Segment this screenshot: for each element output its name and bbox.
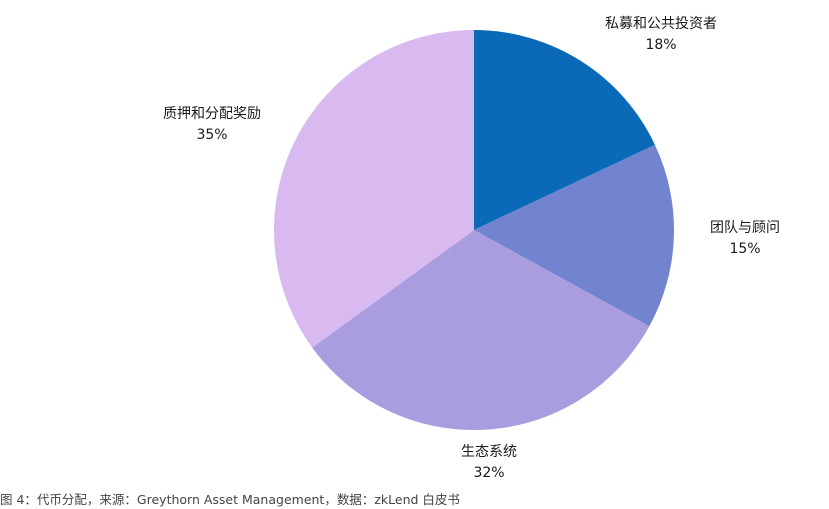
slice-label: 私募和公共投资者 bbox=[605, 16, 717, 32]
figure-caption: 图 4：代币分配，来源：Greythorn Asset Management，数… bbox=[0, 492, 460, 507]
slice-value-label: 32% bbox=[473, 465, 504, 481]
pie-slice bbox=[474, 30, 655, 230]
slice-label: 质押和分配奖励 bbox=[163, 105, 261, 122]
pie-chart: 私募和公共投资者 18% 团队与顾问 15% 生态系统 32% 质押和分配奖励 35% bbox=[163, 16, 780, 481]
pie-slice bbox=[274, 30, 474, 348]
slice-label: 团队与顾问 bbox=[710, 220, 780, 236]
pie-slice bbox=[474, 144, 674, 327]
slice-value-label: 35% bbox=[196, 127, 227, 143]
slice-value-label: 18% bbox=[645, 37, 676, 53]
slice-label: 生态系统 bbox=[461, 444, 517, 460]
pie-slice bbox=[312, 230, 650, 431]
slice-value-label: 15% bbox=[729, 241, 760, 257]
